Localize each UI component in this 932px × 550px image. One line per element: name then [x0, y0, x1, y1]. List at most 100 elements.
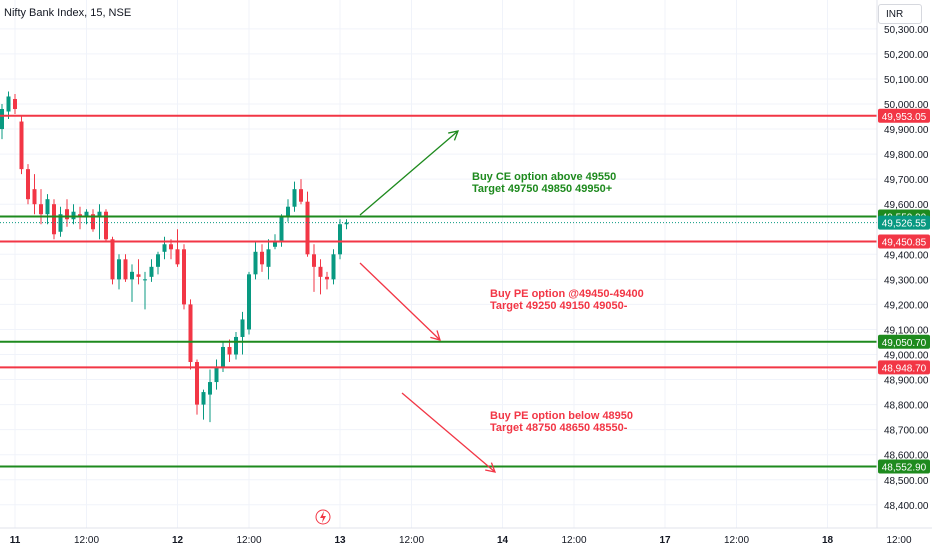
level-price-label: 48,948.70 — [878, 360, 930, 375]
candle — [117, 254, 121, 290]
candle — [318, 259, 323, 295]
candle — [266, 239, 271, 280]
x-tick-label: 12:00 — [886, 535, 911, 546]
candle — [195, 359, 199, 415]
candle — [19, 116, 24, 175]
currency-button[interactable]: INR — [878, 4, 922, 24]
y-tick-label: 49,100.00 — [884, 325, 929, 336]
candle — [208, 369, 212, 423]
y-tick-label: 50,000.00 — [884, 100, 929, 111]
y-tick-label: 48,500.00 — [884, 476, 929, 487]
svg-text:49,450.85: 49,450.85 — [882, 238, 927, 249]
candle — [156, 251, 160, 275]
candle — [110, 236, 115, 285]
svg-text:48,552.90: 48,552.90 — [882, 462, 927, 473]
annotation-pe-1-line1: Buy PE option @49450-49400 — [490, 288, 644, 300]
candle — [104, 209, 108, 242]
candle — [169, 239, 173, 260]
candle — [123, 254, 128, 282]
candle — [344, 219, 349, 230]
candle — [253, 241, 258, 280]
svg-text:48,948.70: 48,948.70 — [882, 363, 927, 374]
y-tick-label: 49,600.00 — [884, 200, 929, 211]
x-tick-label: 12:00 — [724, 535, 749, 546]
price-axis[interactable] — [877, 0, 932, 528]
x-tick-label: 14 — [497, 535, 509, 546]
y-tick-label: 50,200.00 — [884, 50, 929, 61]
annotation-ce: Buy CE option above 49550 Target 49750 4… — [472, 171, 616, 195]
candle — [214, 359, 219, 390]
candle — [97, 204, 102, 240]
x-tick-label: 12:00 — [74, 535, 99, 546]
candle — [247, 271, 251, 335]
y-tick-label: 49,900.00 — [884, 125, 929, 136]
arrow-up-icon — [359, 130, 460, 216]
level-price-label: 48,552.90 — [878, 459, 930, 474]
candle — [6, 91, 11, 120]
candle — [182, 244, 186, 310]
x-tick-label: 12:00 — [399, 535, 424, 546]
candle — [299, 179, 303, 205]
candle — [32, 174, 37, 215]
candle — [136, 259, 141, 285]
candle — [188, 299, 193, 370]
candle — [331, 249, 336, 285]
y-axis-ticks: 50,300.0050,200.0050,100.0050,000.0049,9… — [884, 25, 929, 512]
candle — [39, 189, 43, 225]
y-tick-label: 49,400.00 — [884, 250, 929, 261]
candle — [240, 311, 245, 355]
level-price-label: 49,450.85 — [878, 234, 930, 249]
candle — [201, 389, 206, 420]
y-tick-label: 49,800.00 — [884, 150, 929, 161]
svg-text:49,953.05: 49,953.05 — [882, 112, 927, 123]
svg-text:49,050.70: 49,050.70 — [882, 338, 927, 349]
candle — [149, 259, 154, 282]
annotation-pe-1-line2: Target 49250 49150 49050- — [490, 300, 628, 312]
candle — [143, 271, 147, 310]
candle — [227, 339, 232, 363]
candle — [175, 229, 180, 267]
annotation-pe-2-line2: Target 48750 48650 48550- — [490, 422, 628, 434]
y-tick-label: 49,300.00 — [884, 275, 929, 286]
y-tick-label: 49,000.00 — [884, 351, 929, 362]
candle — [305, 191, 310, 257]
y-tick-label: 48,900.00 — [884, 376, 929, 387]
y-tick-label: 48,700.00 — [884, 426, 929, 437]
candle — [286, 199, 290, 222]
candles — [0, 91, 349, 423]
level-lines — [0, 114, 877, 468]
candle — [78, 206, 82, 230]
candle — [0, 104, 4, 140]
level-price-labels: 49,953.0549,550.9049,526.5549,450.8549,0… — [878, 108, 930, 474]
candle — [130, 264, 134, 302]
x-tick-label: 17 — [659, 535, 671, 546]
x-tick-label: 12 — [172, 535, 184, 546]
candle — [162, 236, 167, 260]
candle — [26, 164, 30, 205]
annotation-pe-2: Buy PE option below 48950 Target 48750 4… — [490, 410, 633, 434]
chart-title: Nifty Bank Index, 15, NSE — [4, 7, 132, 19]
x-tick-label: 18 — [822, 535, 834, 546]
arrow-down-icon — [359, 262, 441, 341]
annotation-ce-line1: Buy CE option above 49550 — [472, 171, 617, 183]
annotation-pe-2-line1: Buy PE option below 48950 — [490, 410, 634, 422]
flash-icon[interactable] — [315, 509, 331, 525]
candle — [71, 204, 76, 225]
y-tick-label: 49,700.00 — [884, 175, 929, 186]
candle — [58, 206, 63, 237]
y-tick-label: 48,400.00 — [884, 501, 929, 512]
candle — [45, 194, 50, 225]
y-tick-label: 50,300.00 — [884, 25, 929, 36]
x-tick-label: 11 — [10, 535, 21, 546]
level-price-label: 49,953.05 — [878, 108, 930, 123]
candle — [292, 181, 297, 212]
candle — [52, 199, 56, 240]
annotation-pe-1: Buy PE option @49450-49400 Target 49250 … — [490, 288, 644, 312]
svg-text:49,526.55: 49,526.55 — [882, 219, 927, 230]
arrows — [359, 130, 497, 473]
x-tick-label: 12:00 — [561, 535, 586, 546]
level-price-label: 49,050.70 — [878, 334, 930, 349]
level-price-label: 49,526.55 — [878, 215, 930, 230]
candle — [325, 271, 329, 290]
